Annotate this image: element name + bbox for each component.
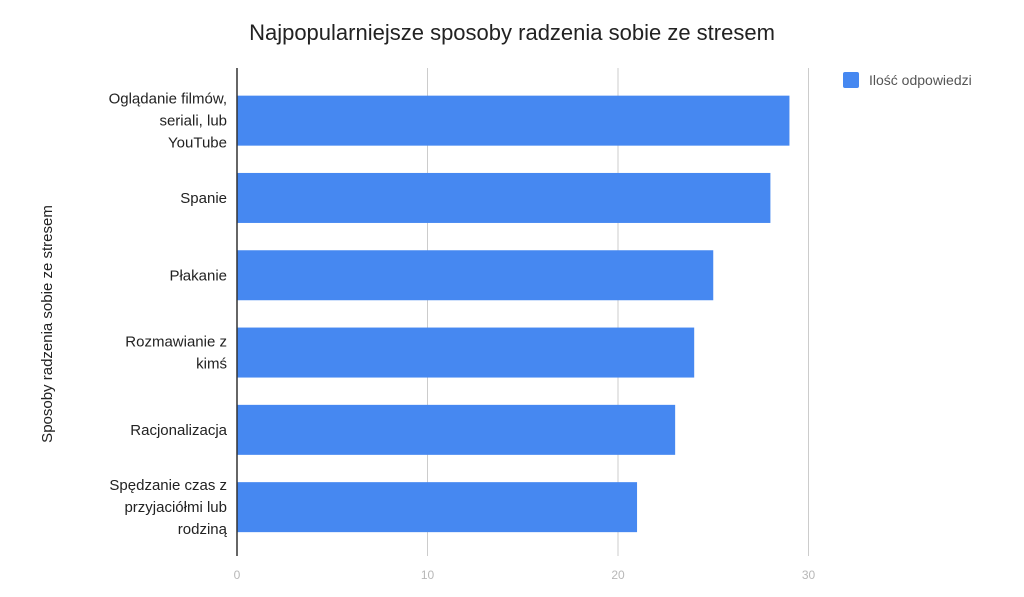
category-labels: Oglądanie filmów, seriali, lub YouTube Span…: [109, 91, 228, 539]
legend: Ilość odpowiedzi: [843, 72, 972, 88]
x-tick-label: 30: [802, 568, 816, 582]
bar: [237, 250, 714, 301]
x-tick-labels: 0 10 20 30: [234, 568, 816, 582]
legend-swatch: [843, 72, 859, 88]
x-tick-label: 10: [421, 568, 435, 582]
legend-label: Ilość odpowiedzi: [869, 72, 972, 88]
bar: [237, 404, 676, 455]
gridlines: [427, 68, 809, 556]
category-label: Płakanie: [169, 267, 227, 284]
y-axis-title: Sposoby radzenia sobie ze stresem: [39, 205, 56, 443]
bars: [237, 95, 790, 533]
category-label: Spędzanie czas z przyjaciółmi lub rodziną: [109, 477, 227, 538]
bar: [237, 482, 638, 533]
category-label: Rozmawianie z kimś: [125, 334, 227, 373]
category-label: Oglądanie filmów, seriali, lub YouTube: [109, 91, 227, 152]
bar: [237, 172, 771, 223]
category-label: Spanie: [180, 190, 227, 207]
x-tick-label: 20: [611, 568, 625, 582]
bar: [237, 95, 790, 146]
bar: [237, 327, 695, 378]
chart-title: Najpopularniejsze sposoby radzenia sobie…: [249, 20, 775, 45]
category-label: Racjonalizacja: [130, 422, 227, 439]
x-tick-label: 0: [234, 568, 241, 582]
